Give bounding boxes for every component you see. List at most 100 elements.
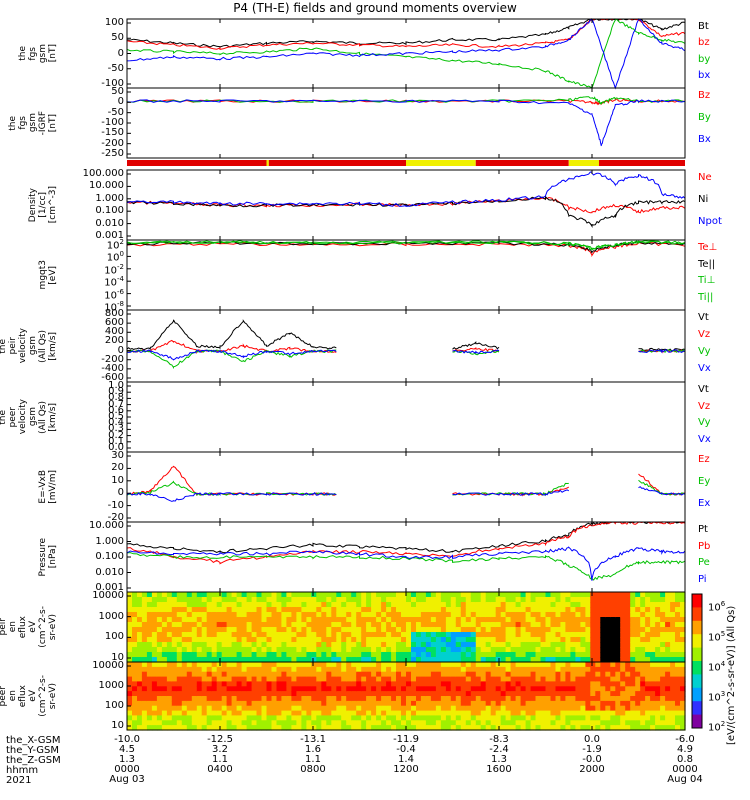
heatmap-cell xyxy=(331,720,337,726)
heatmap-cell xyxy=(251,671,258,678)
heatmap-cell xyxy=(132,705,138,712)
heatmap-cell xyxy=(361,676,367,683)
heatmap-cell xyxy=(430,715,437,721)
heatmap-cell xyxy=(445,637,452,643)
heatmap-cell xyxy=(615,637,621,643)
heatmap-cell xyxy=(281,696,287,702)
heatmap-cell xyxy=(475,705,482,712)
heatmap-cell xyxy=(251,627,258,633)
heatmap-cell xyxy=(301,592,307,598)
heatmap-cell xyxy=(670,617,676,623)
heatmap-cell xyxy=(396,666,402,673)
heatmap-cell xyxy=(306,652,312,658)
heatmap-cell xyxy=(326,607,332,613)
heatmap-cell xyxy=(341,666,347,673)
heatmap-cell xyxy=(161,602,168,608)
heatmap-cell xyxy=(391,637,397,643)
heatmap-cell xyxy=(475,676,482,683)
heatmap-cell xyxy=(675,686,681,692)
heatmap-cell xyxy=(435,725,442,731)
mode-segment xyxy=(406,160,476,166)
heatmap-cell xyxy=(625,632,631,638)
heatmap-cell xyxy=(590,597,596,603)
heatmap-cell xyxy=(366,700,372,707)
heatmap-cell xyxy=(575,662,581,668)
heatmap-cell xyxy=(416,637,422,643)
heatmap-cell xyxy=(430,686,437,692)
footer-value: 0.8 xyxy=(677,754,693,765)
heatmap-cell xyxy=(127,662,133,668)
heatmap-cell xyxy=(580,627,586,633)
heatmap-cell xyxy=(196,720,203,726)
heatmap-cell xyxy=(585,642,591,648)
heatmap-cell xyxy=(560,632,566,638)
heatmap-cell xyxy=(560,705,566,712)
heatmap-cell xyxy=(525,652,532,658)
heatmap-cell xyxy=(171,632,178,638)
heatmap-cell xyxy=(655,597,661,603)
heatmap-cell xyxy=(416,652,422,658)
heatmap-cell xyxy=(171,662,178,668)
heatmap-cell xyxy=(416,720,422,726)
heatmap-cell xyxy=(137,671,143,678)
panel-9 xyxy=(126,591,686,663)
heatmap-cell xyxy=(680,720,686,726)
heatmap-cell xyxy=(440,696,447,702)
heatmap-cell xyxy=(351,597,357,603)
heatmap-cell xyxy=(470,597,477,603)
heatmap-cell xyxy=(326,720,332,726)
heatmap-cell xyxy=(276,632,283,638)
heatmap-cell xyxy=(530,662,537,668)
heatmap-cell xyxy=(550,637,557,643)
heatmap-cell xyxy=(485,710,492,717)
heatmap-cell xyxy=(271,617,278,623)
heatmap-cell xyxy=(500,597,507,603)
heatmap-cell xyxy=(545,705,552,712)
heatmap-cell xyxy=(286,686,292,692)
heatmap-cell xyxy=(346,662,352,668)
heatmap-cell xyxy=(406,720,412,726)
heatmap-cell xyxy=(545,686,552,692)
heatmap-cell xyxy=(520,617,527,623)
heatmap-cell xyxy=(286,647,292,653)
heatmap-cell xyxy=(331,637,337,643)
heatmap-cell xyxy=(460,710,467,717)
heatmap-cell xyxy=(430,671,437,678)
heatmap-cell xyxy=(430,662,437,668)
heatmap-cell xyxy=(510,725,517,731)
heatmap-cell xyxy=(500,637,507,643)
heatmap-cell xyxy=(490,612,497,618)
heatmap-cell xyxy=(610,592,616,598)
heatmap-cell xyxy=(560,666,566,673)
heatmap-cell xyxy=(311,705,317,712)
heatmap-cell xyxy=(435,592,442,598)
heatmap-cell xyxy=(535,597,542,603)
heatmap-cell xyxy=(406,647,412,653)
heatmap-cell xyxy=(615,696,621,702)
heatmap-cell xyxy=(675,592,681,598)
heatmap-cell xyxy=(281,705,287,712)
heatmap-cell xyxy=(181,632,188,638)
heatmap-cell xyxy=(286,691,292,697)
heatmap-cell xyxy=(176,617,183,623)
series-Ez xyxy=(126,465,686,497)
heatmap-cell xyxy=(675,597,681,603)
heatmap-cell xyxy=(366,715,372,721)
footer-value: -10.0 xyxy=(114,734,140,745)
heatmap-cell xyxy=(326,597,332,603)
heatmap-cell xyxy=(416,696,422,702)
heatmap-cell xyxy=(505,662,512,668)
heatmap-cell xyxy=(450,715,457,721)
heatmap-cell xyxy=(201,632,208,638)
heatmap-cell xyxy=(396,617,402,623)
heatmap-cell xyxy=(580,632,586,638)
heatmap-cell xyxy=(655,700,661,707)
heatmap-cell xyxy=(186,725,193,731)
heatmap-cell xyxy=(166,642,173,648)
heatmap-cell xyxy=(530,652,537,658)
heatmap-cell xyxy=(620,691,626,697)
heatmap-cell xyxy=(261,700,268,707)
heatmap-cell xyxy=(565,662,571,668)
heatmap-cell xyxy=(391,607,397,613)
heatmap-cell xyxy=(475,627,482,633)
